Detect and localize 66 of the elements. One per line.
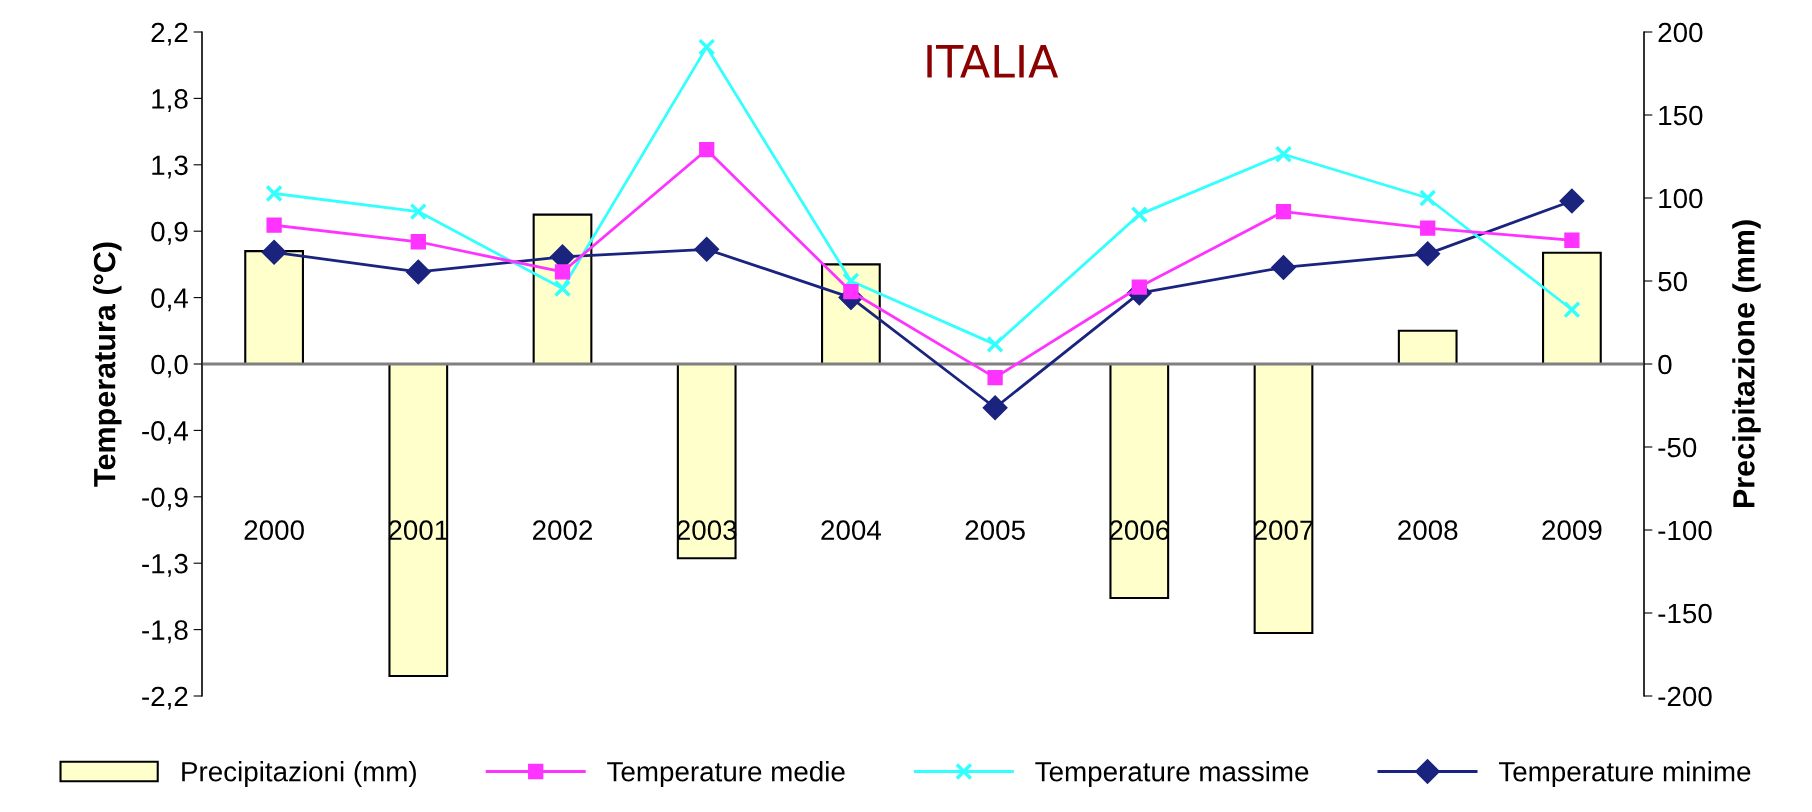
y2-tick-label: -100 <box>1658 520 1712 541</box>
y2-tick-label: -200 <box>1658 686 1712 707</box>
y-tick-label: 0,4 <box>151 288 188 312</box>
bar <box>1542 251 1602 366</box>
y-tick-label: -2,2 <box>142 686 188 710</box>
y2-tick-label: 150 <box>1659 105 1703 126</box>
point <box>1420 220 1436 236</box>
point <box>1559 188 1585 214</box>
bar <box>1397 329 1458 366</box>
point <box>699 142 715 158</box>
point <box>261 239 287 265</box>
bar <box>244 250 304 366</box>
point <box>1131 279 1147 295</box>
point <box>694 236 720 262</box>
y-tick-label: -0,9 <box>142 487 188 511</box>
point <box>1275 203 1292 220</box>
point <box>265 184 283 203</box>
y-tick-label: -1,3 <box>142 553 188 577</box>
point <box>1415 241 1441 267</box>
y-tick-label: -0,4 <box>142 421 188 445</box>
y-tick-label: 1,3 <box>152 155 188 179</box>
x-tick-label: 2008 <box>1398 520 1458 541</box>
point <box>987 369 1003 386</box>
bar <box>388 362 449 678</box>
point <box>409 202 427 221</box>
x-tick-label: 2004 <box>821 520 881 541</box>
point <box>986 335 1004 354</box>
y-tick-label: -1,8 <box>142 620 188 644</box>
point <box>1274 145 1293 163</box>
point <box>698 38 716 56</box>
y-tick-label: 0,9 <box>151 221 188 245</box>
y-tick-label: 2,2 <box>151 22 188 46</box>
point <box>410 234 426 250</box>
point <box>982 395 1008 421</box>
legend-label: Temperature massime <box>1035 761 1309 787</box>
point <box>554 264 571 280</box>
x-tick-label: 2000 <box>244 520 304 541</box>
y2-tick-label: 100 <box>1659 188 1703 209</box>
y-tick-label: 0,0 <box>151 354 188 378</box>
y2-axis-title: Precipitazione (mm) <box>1732 220 1761 508</box>
x-tick-label: 2009 <box>1542 520 1602 541</box>
point <box>405 259 431 285</box>
point <box>1130 205 1148 224</box>
y-axis-title: Temperatura (°C) <box>93 242 122 487</box>
y2-tick-label: 0 <box>1658 354 1672 375</box>
bar <box>1253 362 1314 634</box>
y-tick-label: 1,8 <box>152 89 188 113</box>
legend-label: Temperature minime <box>1498 761 1751 787</box>
point <box>1563 300 1581 319</box>
point <box>266 217 282 233</box>
point <box>843 283 859 300</box>
x-tick-label: 2005 <box>965 520 1025 541</box>
point <box>1564 232 1580 248</box>
bar <box>1109 362 1170 600</box>
point <box>1271 254 1296 280</box>
legend-label: Precipitazioni (mm) <box>182 761 416 787</box>
point <box>553 279 572 298</box>
bar <box>676 362 737 560</box>
y2-tick-label: -150 <box>1658 603 1712 624</box>
y2-tick-label: -50 <box>1658 437 1697 458</box>
legend-label: Temperature medie <box>607 761 845 787</box>
y2-tick-label: 50 <box>1658 271 1688 292</box>
chart-title: ITALIA <box>927 45 1059 78</box>
y2-tick-label: 200 <box>1658 22 1703 43</box>
point <box>1419 189 1437 207</box>
x-tick-label: 2002 <box>533 520 593 541</box>
